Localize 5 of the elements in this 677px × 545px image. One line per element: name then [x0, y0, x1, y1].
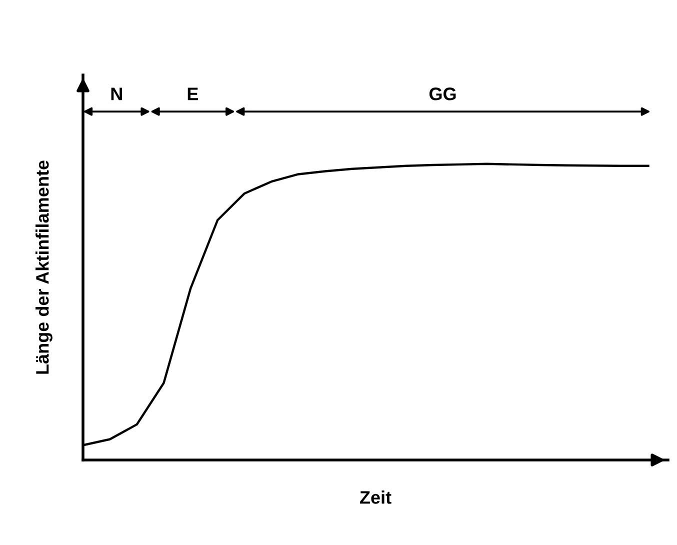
text: GG [429, 88, 456, 100]
text: N [111, 88, 122, 100]
x-axis-title: Zeit [360, 490, 392, 504]
y-axis-title: Länge der Aktinfilamente [36, 160, 52, 374]
text: E [188, 88, 198, 100]
